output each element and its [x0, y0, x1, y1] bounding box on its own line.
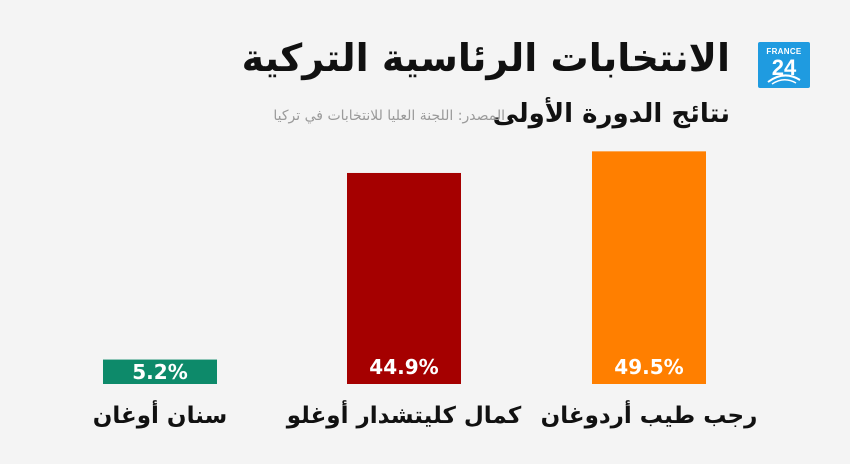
bar-value-label-1: 49.5%: [614, 355, 683, 379]
bar-2: [347, 172, 461, 384]
category-label-1: رجب طيب أردوغان: [541, 399, 758, 429]
bar-value-label-3: 5.2%: [132, 360, 187, 384]
category-label-2: كمال كليتشدار أوغلو: [286, 399, 522, 429]
bar-3: [103, 359, 217, 384]
category-label-3: سنان أوغان: [93, 399, 227, 429]
logo-swoosh-icon: [767, 74, 801, 85]
chart-subtitle: نتائج الدورة الأولى: [492, 99, 730, 129]
logo-brand-name: FRANCE: [766, 47, 802, 56]
chart-title: الانتخابات الرئاسية التركية: [241, 36, 730, 80]
bar-1: [592, 151, 706, 384]
chart-source: المصدر: اللجنة العليا للانتخابات في تركي…: [273, 108, 505, 124]
bar-value-label-2: 44.9%: [369, 355, 438, 379]
france24-logo: FRANCE 24: [758, 42, 810, 88]
